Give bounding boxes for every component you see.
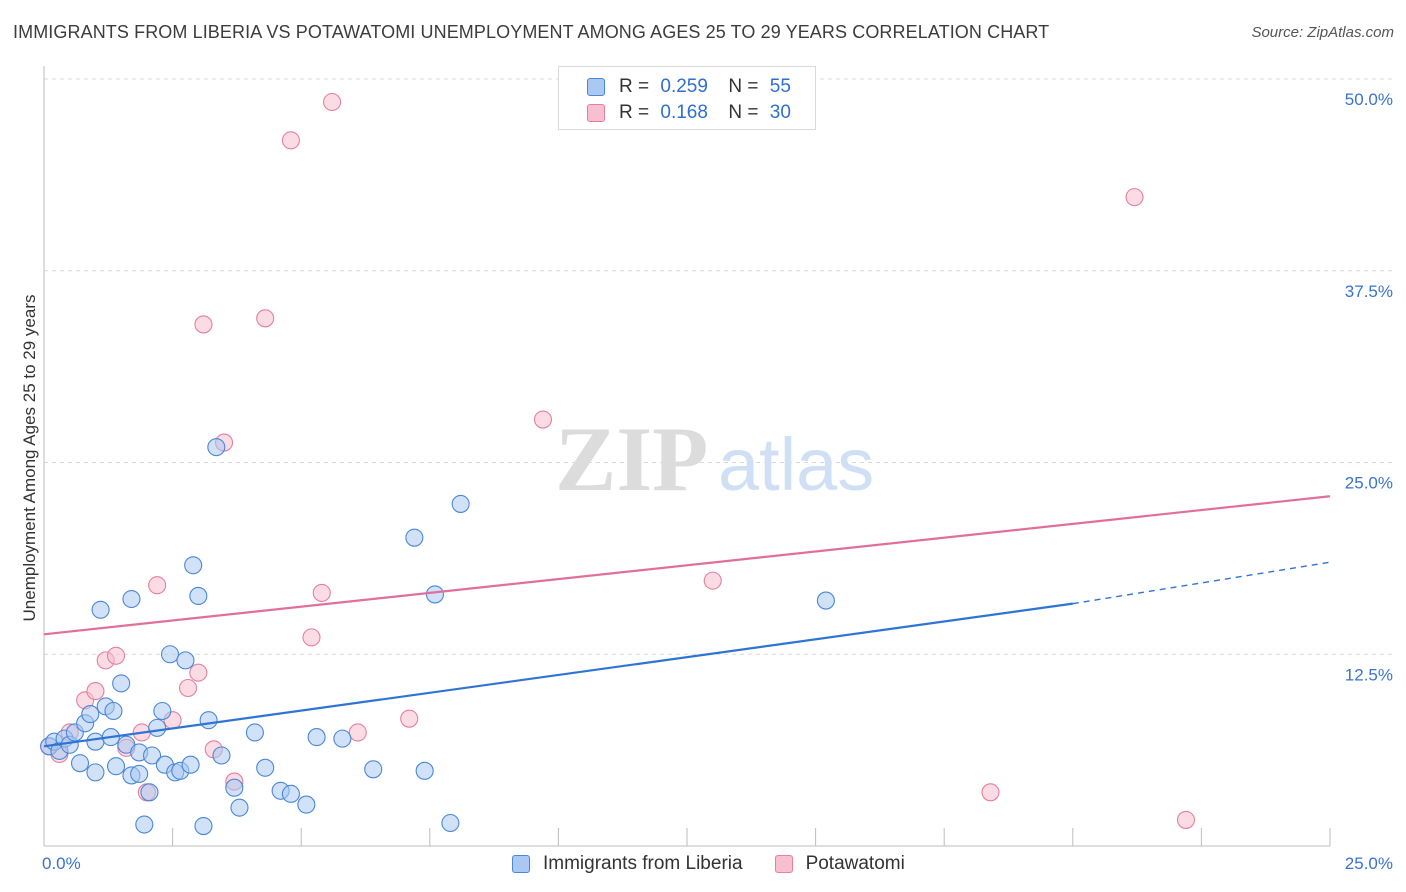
- liberia-point: [122, 589, 141, 609]
- liberia-point: [307, 728, 326, 747]
- liberia-point: [112, 674, 131, 693]
- y-tick-label: 25.0%: [1345, 474, 1393, 493]
- liberia-point: [70, 754, 90, 773]
- r-value: 0.259: [660, 76, 708, 97]
- legend-label-liberia: Immigrants from Liberia: [543, 853, 743, 874]
- liberia-point: [441, 813, 460, 833]
- liberia-swatch: [587, 78, 605, 96]
- r-label: R =: [619, 102, 650, 123]
- chart-title: IMMIGRANTS FROM LIBERIA VS POTAWATOMI UN…: [13, 22, 1050, 42]
- liberia-point: [199, 711, 218, 730]
- y-tick-label: 50.0%: [1345, 90, 1393, 109]
- liberia-point: [230, 798, 249, 817]
- liberia-trend-line: [43, 602, 1073, 748]
- watermark-zip: ZIP: [555, 408, 708, 510]
- potawatomi-point: [703, 571, 722, 590]
- grid-lines: [44, 78, 1392, 655]
- liberia-point: [281, 784, 300, 803]
- liberia-point: [405, 528, 424, 547]
- liberia-point: [364, 760, 383, 779]
- liberia-point: [148, 718, 167, 737]
- liberia-point: [816, 591, 835, 610]
- legend-item-liberia[interactable]: Immigrants from Liberia: [512, 853, 743, 875]
- potawatomi-point: [281, 131, 300, 150]
- source-label: Source: ZipAtlas.com: [1251, 24, 1394, 41]
- legend-item-potawatomi[interactable]: Potawatomi: [774, 853, 905, 875]
- liberia-point: [140, 783, 159, 802]
- n-value: 30: [769, 102, 791, 123]
- x-tick-label: 25.0%: [1345, 854, 1393, 873]
- r-label: R =: [619, 76, 650, 97]
- liberia-point: [225, 778, 244, 797]
- liberia-point: [81, 705, 100, 724]
- y-tick-label: 12.5%: [1345, 665, 1393, 684]
- potawatomi-point: [189, 663, 208, 682]
- axes: [43, 66, 1331, 847]
- series-legend: Immigrants from Liberia Potawatomi: [512, 851, 937, 877]
- legend-row-liberia: R = 0.259 N = 55: [587, 75, 791, 99]
- potawatomi-point: [348, 723, 367, 742]
- liberia-point: [451, 494, 470, 513]
- potawatomi-point: [302, 628, 321, 647]
- liberia-point: [184, 556, 203, 575]
- trend-lines: [43, 495, 1331, 748]
- liberia-points: [40, 438, 835, 836]
- potawatomi-point: [194, 315, 213, 334]
- liberia-point: [135, 815, 154, 834]
- liberia-point: [297, 795, 316, 814]
- liberia-point: [256, 758, 275, 777]
- liberia-point: [91, 600, 110, 619]
- potawatomi-point: [1125, 188, 1144, 207]
- potawatomi-trend-line: [43, 495, 1331, 636]
- liberia-point: [189, 586, 208, 606]
- watermark: ZIP atlas: [555, 408, 874, 510]
- liberia-point: [153, 701, 172, 721]
- y-tick-label: 37.5%: [1345, 282, 1393, 301]
- potawatomi-point: [533, 410, 553, 429]
- potawatomi-swatch: [774, 855, 793, 873]
- liberia-point: [104, 701, 123, 721]
- liberia-point: [425, 585, 444, 604]
- liberia-point: [86, 732, 105, 751]
- liberia-point: [86, 763, 105, 782]
- liberia-point: [160, 645, 180, 664]
- potawatomi-point: [86, 682, 105, 701]
- potawatomi-swatch: [587, 104, 605, 122]
- liberia-trend-extension: [1072, 561, 1331, 605]
- legend-row-potawatomi: R = 0.168 N = 30: [587, 101, 791, 125]
- liberia-point: [142, 746, 162, 765]
- n-value: 55: [769, 76, 791, 97]
- liberia-point: [212, 746, 231, 765]
- r-value: 0.168: [660, 102, 708, 123]
- liberia-swatch: [512, 855, 530, 873]
- liberia-point: [207, 438, 226, 457]
- liberia-point: [181, 755, 200, 774]
- liberia-point: [194, 817, 213, 836]
- x-tick-label: 0.0%: [42, 854, 81, 873]
- correlation-legend: R = 0.259 N = 55 R = 0.168 N = 30: [558, 66, 816, 130]
- liberia-point: [245, 723, 264, 742]
- liberia-point: [106, 757, 126, 776]
- potawatomi-point: [256, 309, 275, 328]
- potawatomi-point: [312, 583, 331, 602]
- potawatomi-point: [1176, 810, 1196, 829]
- tick-labels: 12.5% 25.0% 37.5% 50.0% 0.0% 25.0%: [42, 90, 1393, 873]
- potawatomi-point: [981, 783, 1000, 802]
- potawatomi-point: [178, 678, 198, 698]
- legend-label-potawatomi: Potawatomi: [805, 853, 905, 874]
- potawatomi-point: [106, 646, 126, 665]
- potawatomi-point: [148, 576, 167, 595]
- potawatomi-point: [323, 92, 342, 112]
- n-label: N =: [728, 76, 759, 97]
- liberia-point: [130, 764, 149, 783]
- watermark-atlas: atlas: [718, 423, 874, 506]
- liberia-point: [333, 729, 352, 748]
- n-label: N =: [728, 102, 759, 123]
- potawatomi-point: [400, 709, 419, 728]
- liberia-point: [176, 651, 195, 670]
- liberia-point: [415, 761, 434, 780]
